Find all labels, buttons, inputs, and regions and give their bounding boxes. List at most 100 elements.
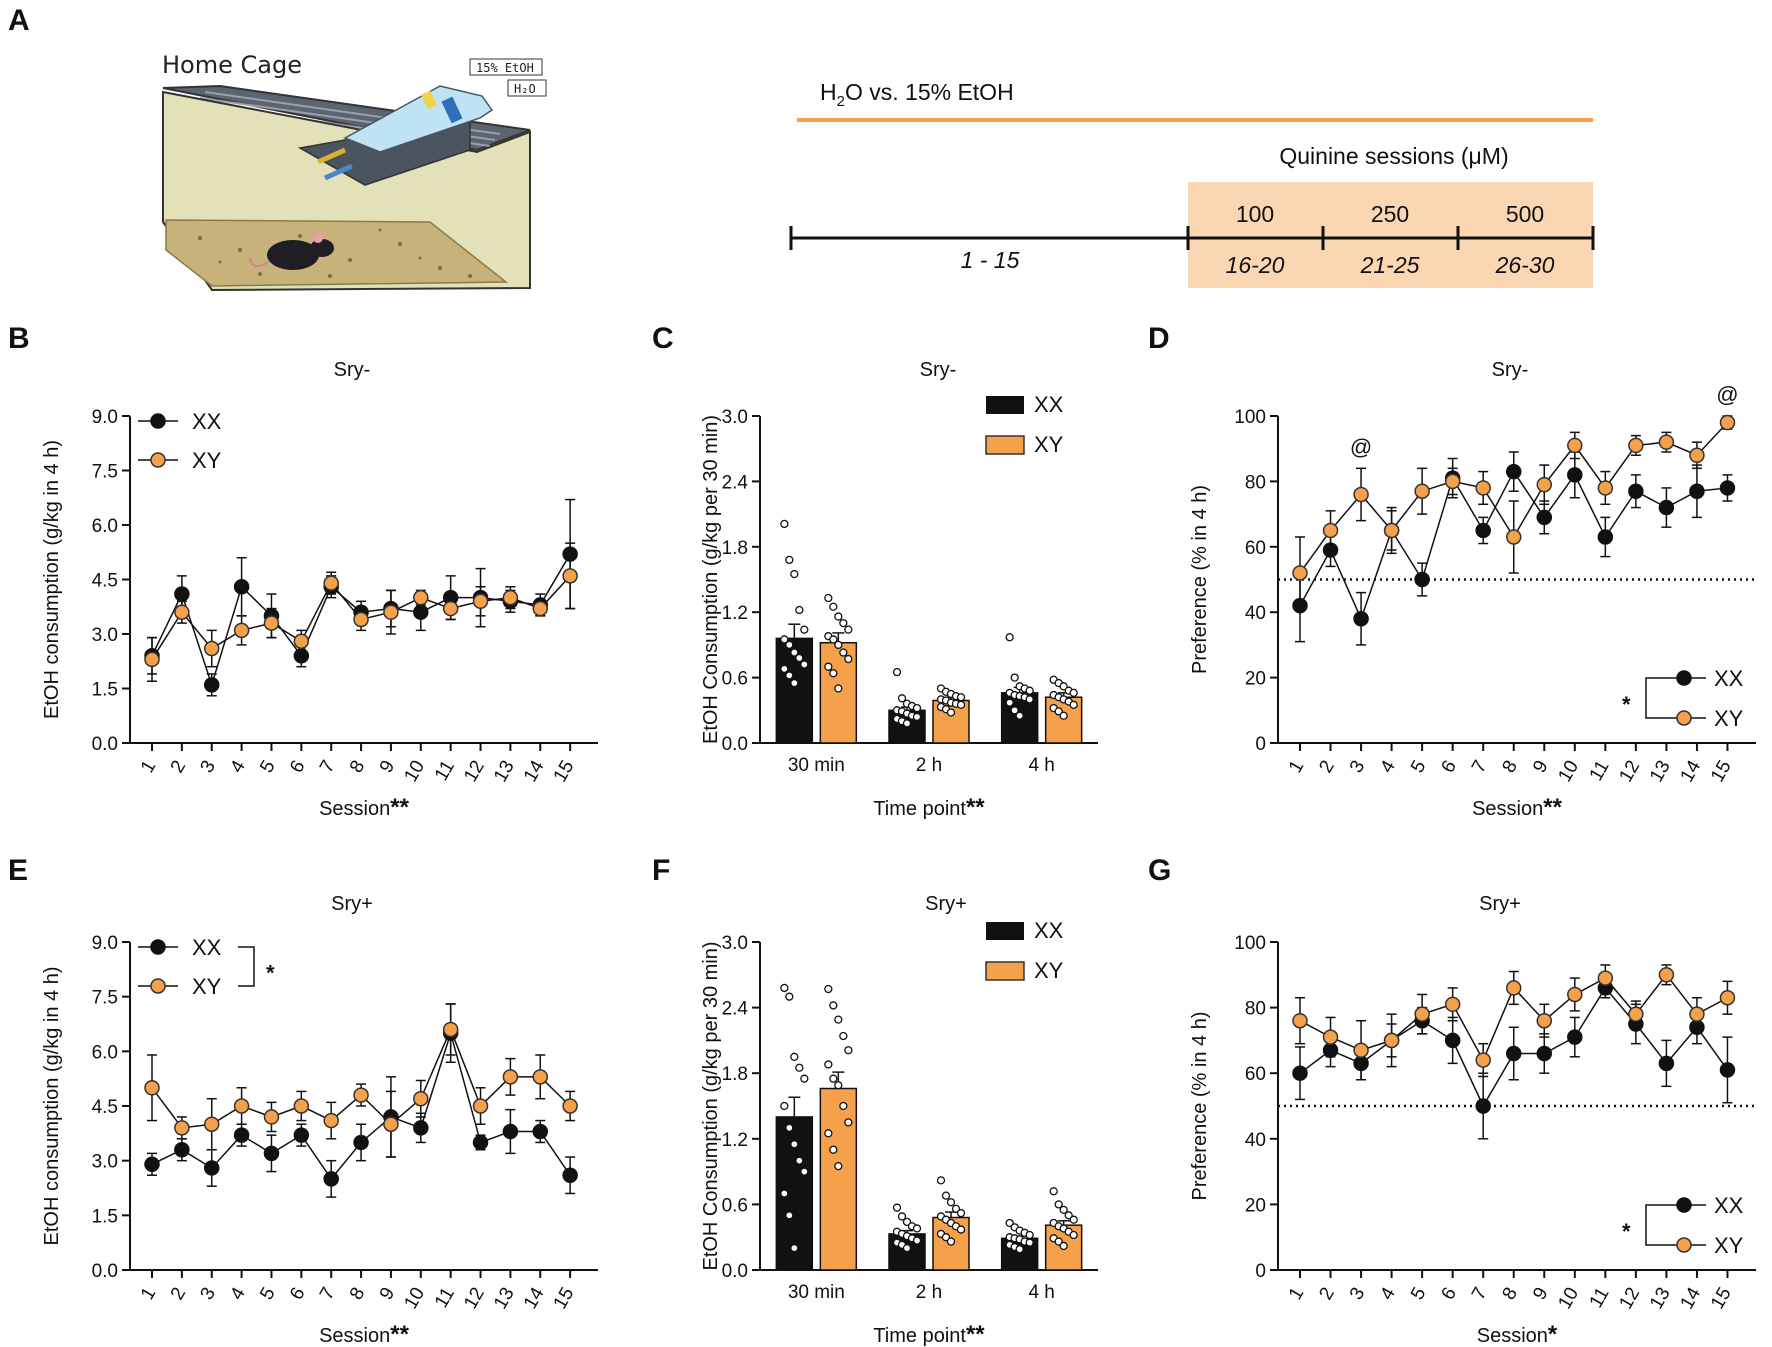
panel-label: C bbox=[652, 322, 674, 355]
session-range-4: 26-30 bbox=[1495, 252, 1555, 278]
home-cage-illustration: Home Cage bbox=[162, 51, 547, 292]
x-axis-significance: ** bbox=[966, 794, 985, 821]
y-tick-label: 1.2 bbox=[722, 603, 748, 624]
legend-label-xx: XX bbox=[192, 935, 222, 960]
panel-label: G bbox=[1148, 854, 1171, 887]
data-point-xy bbox=[1322, 1029, 1339, 1045]
individual-point-xx bbox=[892, 668, 902, 677]
x-tick-label: 30 min bbox=[788, 755, 845, 776]
y-tick-label: 0.0 bbox=[92, 1261, 118, 1282]
data-point-xy bbox=[442, 1021, 459, 1038]
x-tick-label: 14 bbox=[1677, 1284, 1706, 1313]
y-tick-label: 0.0 bbox=[92, 734, 118, 755]
data-point-xy bbox=[174, 604, 190, 620]
data-point-xx bbox=[502, 1123, 519, 1140]
y-tick-label: 0.6 bbox=[722, 1195, 748, 1216]
data-point-xx bbox=[1536, 509, 1553, 526]
x-tick-label: 6 bbox=[286, 1284, 309, 1304]
individual-point-xy bbox=[844, 625, 853, 634]
data-point-xy bbox=[1475, 480, 1491, 496]
x-tick-label: 1 bbox=[137, 757, 160, 777]
x-tick-label: 14 bbox=[520, 757, 549, 786]
x-axis-label: Time point** bbox=[873, 1321, 985, 1347]
y-tick-label: 2.4 bbox=[722, 999, 749, 1020]
y-tick-label: 40 bbox=[1245, 1130, 1266, 1151]
quinine-conc-500: 500 bbox=[1506, 201, 1544, 227]
data-point-xy bbox=[1597, 480, 1614, 496]
x-tick-label: 10 bbox=[400, 757, 429, 786]
data-point-xy bbox=[1689, 1006, 1705, 1022]
x-tick-label: 13 bbox=[490, 1284, 519, 1313]
legend-marker-xy bbox=[1676, 710, 1692, 726]
individual-point-xx bbox=[780, 983, 789, 993]
individual-point-xy bbox=[844, 1118, 853, 1127]
y-tick-label: 80 bbox=[1245, 472, 1266, 493]
y-tick-label: 4.5 bbox=[92, 1097, 118, 1118]
individual-point-xx bbox=[780, 1189, 789, 1198]
x-tick-label: 1 bbox=[1285, 1284, 1308, 1304]
individual-point-xy bbox=[946, 1237, 956, 1246]
data-point-xx bbox=[1322, 542, 1339, 558]
y-tick-label: 6.0 bbox=[92, 516, 118, 537]
x-tick-label: 8 bbox=[1499, 1284, 1522, 1304]
x-axis-significance: * bbox=[1548, 1321, 1558, 1347]
y-tick-label: 100 bbox=[1234, 933, 1266, 954]
data-point-xy bbox=[502, 1069, 519, 1085]
individual-point-xx bbox=[790, 1140, 799, 1149]
data-point-xx bbox=[1353, 1055, 1369, 1072]
individual-point-xy bbox=[834, 1161, 843, 1171]
individual-point-xy bbox=[956, 1208, 966, 1218]
individual-point-xy bbox=[956, 693, 966, 702]
y-axis-label: EtOH Consumption (g/kg per 30 min) bbox=[700, 415, 722, 744]
data-point-xy bbox=[1536, 1012, 1553, 1029]
data-point-xy bbox=[1353, 1042, 1369, 1058]
y-axis-label: Preference (% in 4 h) bbox=[1189, 485, 1211, 674]
y-tick-label: 3.0 bbox=[722, 933, 748, 954]
timeline: H2O vs. 15% EtOH Quinine sessions (μM) 1… bbox=[789, 79, 1595, 288]
data-point-xx bbox=[1689, 1019, 1705, 1036]
x-tick-label: 8 bbox=[346, 1284, 369, 1304]
data-point-xy bbox=[1414, 1006, 1430, 1022]
x-tick-label: 10 bbox=[400, 1284, 429, 1313]
individual-point-xx bbox=[1025, 686, 1034, 695]
data-point-xy bbox=[1383, 522, 1400, 539]
y-axis-label: EtOH Consumption (g/kg per 30 min) bbox=[700, 941, 722, 1270]
individual-point-xy bbox=[844, 1046, 853, 1055]
x-tick-label: 3 bbox=[197, 1284, 220, 1304]
y-axis-label: EtOH consumption (g/kg in 4 h) bbox=[41, 966, 63, 1245]
individual-point-xx bbox=[785, 1211, 794, 1220]
timeline-ticks bbox=[789, 226, 1595, 250]
x-tick-label: 14 bbox=[520, 1284, 549, 1313]
x-axis-significance: ** bbox=[1543, 794, 1562, 821]
x-tick-label: 4 bbox=[1376, 757, 1400, 777]
individual-point-xy bbox=[824, 662, 833, 671]
x-tick-label: 5 bbox=[1407, 1284, 1430, 1304]
individual-point-xy bbox=[1059, 711, 1068, 720]
y-tick-label: 9.0 bbox=[92, 933, 118, 954]
significance-annotation: @ bbox=[1350, 434, 1372, 459]
data-point-xy bbox=[1567, 986, 1583, 1003]
individual-point-xx bbox=[1025, 695, 1034, 704]
home-cage-title: Home Cage bbox=[162, 51, 302, 79]
x-tick-label: 5 bbox=[256, 757, 279, 777]
x-tick-label: 1 bbox=[1285, 757, 1308, 777]
x-tick-label: 2 h bbox=[916, 755, 942, 776]
legend-bracket bbox=[1645, 677, 1661, 719]
x-axis-label-text: Session bbox=[1472, 798, 1543, 820]
session-range-3: 21-25 bbox=[1360, 252, 1420, 278]
x-axis-label-text: Session bbox=[1477, 1325, 1548, 1347]
data-point-xy bbox=[323, 1112, 339, 1129]
legend-label-xx: XX bbox=[192, 409, 222, 434]
x-axis-label-text: Time point bbox=[873, 1325, 966, 1347]
y-tick-label: 40 bbox=[1245, 603, 1266, 624]
data-point-xx bbox=[1597, 529, 1614, 545]
panel-label: F bbox=[652, 854, 670, 887]
data-point-xy bbox=[1597, 970, 1614, 986]
individual-point-xy bbox=[956, 700, 966, 709]
legend-marker-xx bbox=[150, 413, 166, 429]
legend-marker-xx bbox=[150, 939, 166, 955]
individual-point-xx bbox=[785, 992, 794, 1001]
significance-annotation: @ bbox=[1716, 382, 1738, 407]
x-tick-label: 1 bbox=[137, 1284, 160, 1304]
